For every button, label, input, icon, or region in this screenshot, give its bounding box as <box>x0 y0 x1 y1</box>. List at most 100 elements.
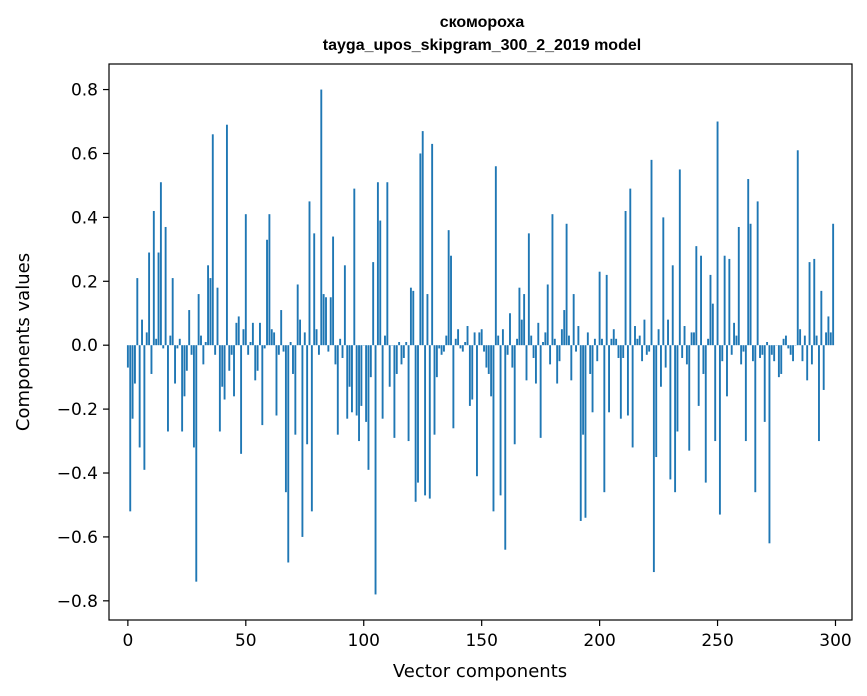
bar-219 <box>643 319 646 346</box>
bar-105 <box>374 345 377 595</box>
x-tick-label: 200 <box>583 631 615 651</box>
bar-147 <box>473 332 476 346</box>
bar-226 <box>660 345 662 387</box>
bar-203 <box>605 274 608 346</box>
bar-144 <box>466 326 469 346</box>
bar-8 <box>145 332 148 346</box>
bar-116 <box>400 345 403 365</box>
bar-255 <box>728 258 731 346</box>
bar-89 <box>336 345 339 435</box>
bar-213 <box>629 188 632 346</box>
bar-56 <box>259 322 261 346</box>
bar-106 <box>376 182 379 346</box>
bar-293 <box>818 345 820 442</box>
bar-52 <box>249 342 252 346</box>
bar-232 <box>674 345 677 493</box>
bar-21 <box>176 345 179 349</box>
bar-15 <box>162 345 165 349</box>
bar-80 <box>315 329 318 346</box>
bar-34 <box>207 265 210 346</box>
bar-42 <box>225 124 228 346</box>
bar-172 <box>532 345 535 358</box>
bar-294 <box>820 290 823 346</box>
bar-18 <box>169 335 172 346</box>
bar-66 <box>282 345 285 352</box>
bar-94 <box>348 345 351 387</box>
bar-261 <box>742 345 745 352</box>
bar-102 <box>367 345 370 470</box>
bar-126 <box>424 345 427 496</box>
bar-276 <box>777 345 780 378</box>
bar-242 <box>697 345 700 406</box>
bar-96 <box>353 188 356 346</box>
bar-268 <box>759 345 761 358</box>
bar-192 <box>579 345 582 521</box>
bar-115 <box>398 342 401 346</box>
bar-33 <box>204 342 207 346</box>
bar-84 <box>325 297 327 346</box>
bar-27 <box>190 345 193 355</box>
bar-109 <box>384 335 386 346</box>
bar-251 <box>718 345 721 515</box>
y-tick-label: 0.6 <box>71 144 98 164</box>
bar-211 <box>624 210 627 346</box>
bar-121 <box>412 290 415 346</box>
bar-157 <box>497 335 500 346</box>
bar-137 <box>450 255 452 346</box>
bar-120 <box>409 287 412 346</box>
bar-30 <box>197 294 200 346</box>
bar-199 <box>596 345 599 362</box>
bar-298 <box>829 332 832 346</box>
bar-176 <box>542 342 544 346</box>
bar-73 <box>299 319 301 346</box>
bar-227 <box>662 217 665 346</box>
bar-37 <box>214 345 217 355</box>
bar-182 <box>556 345 559 384</box>
bar-291 <box>813 258 816 346</box>
bar-64 <box>277 345 280 355</box>
bar-197 <box>591 345 594 413</box>
bar-113 <box>393 345 396 438</box>
bar-50 <box>244 214 247 346</box>
bar-38 <box>216 287 219 346</box>
bar-231 <box>671 265 674 346</box>
bar-282 <box>792 345 794 362</box>
bar-290 <box>810 345 813 365</box>
bar-240 <box>693 332 695 346</box>
bar-55 <box>256 345 259 371</box>
bar-277 <box>780 345 783 374</box>
y-tick-label: 0.4 <box>71 208 98 228</box>
bar-136 <box>447 230 450 346</box>
bar-22 <box>178 338 181 346</box>
bar-76 <box>306 345 309 445</box>
bar-101 <box>365 345 368 422</box>
bar-175 <box>539 345 542 438</box>
bar-217 <box>638 335 641 346</box>
bar-218 <box>641 345 644 362</box>
bar-210 <box>622 345 625 358</box>
y-tick-label: −0.6 <box>57 528 98 548</box>
y-axis-ticks: −0.8 −0.6 −0.4 −0.2 0.0 0.2 0.4 0.6 0.8 <box>57 81 109 612</box>
bar-288 <box>806 345 809 381</box>
bar-31 <box>200 335 202 346</box>
bar-243 <box>700 255 702 346</box>
bar-258 <box>735 335 738 346</box>
bar-241 <box>695 246 698 346</box>
bar-7 <box>143 345 146 470</box>
bar-57 <box>261 345 264 426</box>
bar-153 <box>487 345 490 374</box>
bar-58 <box>263 345 266 349</box>
bar-180 <box>551 214 554 346</box>
bar-29 <box>195 345 198 582</box>
bar-3 <box>134 345 136 384</box>
bar-151 <box>483 345 485 352</box>
bar-265 <box>751 345 754 362</box>
bar-158 <box>499 345 502 496</box>
bar-215 <box>634 326 636 346</box>
bar-97 <box>355 345 358 416</box>
bar-286 <box>801 345 804 362</box>
bar-134 <box>443 345 445 352</box>
bar-104 <box>372 262 375 346</box>
bar-12 <box>155 338 158 346</box>
bar-123 <box>417 345 419 483</box>
